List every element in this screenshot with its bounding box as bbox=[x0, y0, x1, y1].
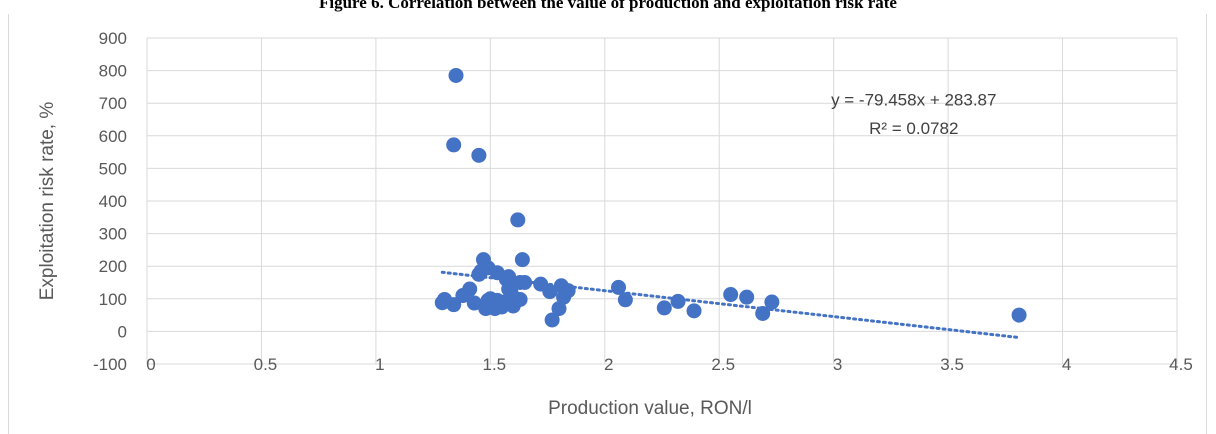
data-point bbox=[544, 312, 560, 328]
data-point bbox=[512, 291, 528, 307]
y-tick-label: -100 bbox=[93, 355, 127, 374]
data-point bbox=[617, 292, 633, 308]
data-point bbox=[446, 297, 462, 313]
data-point bbox=[446, 137, 462, 153]
x-axis-title: Production value, RON/l bbox=[548, 398, 752, 419]
y-tick-label: 300 bbox=[99, 225, 127, 244]
x-tick-label: 4 bbox=[1062, 355, 1071, 374]
data-point bbox=[1011, 307, 1027, 323]
data-point bbox=[551, 301, 567, 317]
scatter-chart: -100 0 100 200 300 400 500 600 700 800 900 0 0.5 1 1.5… bbox=[37, 29, 1193, 419]
data-point bbox=[471, 147, 487, 163]
y-tick-label: 800 bbox=[99, 62, 127, 81]
data-point bbox=[755, 305, 771, 321]
x-tick-label: 1.5 bbox=[483, 355, 507, 374]
y-tick-label: 400 bbox=[99, 192, 127, 211]
data-point bbox=[560, 283, 576, 299]
trendline-equation: y = -79.458x + 283.87 bbox=[831, 90, 996, 109]
data-point bbox=[462, 281, 478, 297]
y-tick-label: 700 bbox=[99, 94, 127, 113]
x-tick-label: 3 bbox=[833, 355, 842, 374]
x-tick-label: 4.5 bbox=[1169, 355, 1193, 374]
x-tick-label: 0 bbox=[146, 355, 155, 374]
data-point bbox=[686, 303, 702, 319]
y-tick-label: 0 bbox=[118, 322, 127, 341]
x-tick-label: 3.5 bbox=[940, 355, 964, 374]
data-point bbox=[764, 294, 780, 310]
data-point bbox=[670, 293, 686, 309]
data-point bbox=[514, 252, 530, 268]
y-tick-label: 200 bbox=[99, 257, 127, 276]
y-tick-label: 900 bbox=[99, 29, 127, 48]
x-tick-label: 2.5 bbox=[711, 355, 735, 374]
data-point bbox=[542, 284, 558, 300]
tick-labels: -100 0 100 200 300 400 500 600 700 800 900 0 0.5 1 1.5… bbox=[93, 29, 1193, 374]
y-tick-label: 600 bbox=[99, 127, 127, 146]
data-point bbox=[501, 269, 517, 285]
y-axis-title: Exploitation risk rate, % bbox=[37, 102, 58, 301]
grid-lines bbox=[146, 37, 1178, 365]
y-tick-label: 500 bbox=[99, 159, 127, 178]
figure-title: Figure 6. Correlation between the value … bbox=[319, 0, 897, 12]
data-point bbox=[517, 275, 533, 290]
data-points bbox=[434, 67, 1027, 328]
data-point bbox=[466, 295, 482, 311]
data-point bbox=[448, 67, 464, 83]
chart-frame: -100 0 100 200 300 400 500 600 700 800 900 0 0.5 1 1.5… bbox=[8, 14, 1207, 434]
y-tick-label: 100 bbox=[99, 290, 127, 309]
data-point bbox=[611, 279, 627, 295]
x-tick-label: 1 bbox=[375, 355, 384, 374]
data-point bbox=[723, 287, 739, 303]
data-point bbox=[510, 212, 526, 228]
x-tick-label: 2 bbox=[604, 355, 613, 374]
data-point bbox=[656, 300, 672, 316]
data-point bbox=[739, 289, 755, 305]
x-tick-label: 0.5 bbox=[254, 355, 278, 374]
trendline-r-squared: R² = 0.0782 bbox=[869, 119, 958, 138]
